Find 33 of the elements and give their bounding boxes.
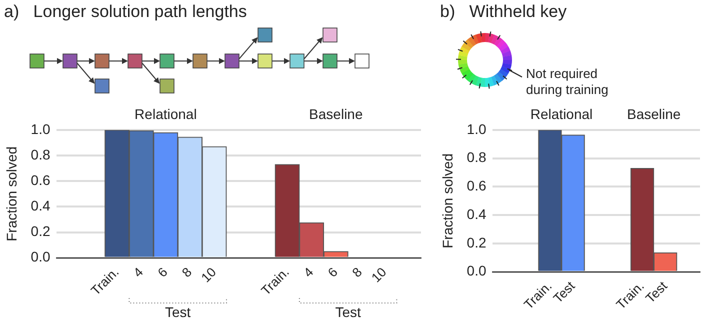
x-tick-label: 4	[130, 264, 146, 280]
y-tick-label: 0.6	[30, 172, 50, 188]
text: Baseline	[309, 106, 363, 122]
y-tick-label: 0.0	[30, 248, 50, 265]
chart-title: b) Withheld key	[440, 2, 567, 22]
y-tick-label: 0.0	[466, 262, 486, 279]
y-tick-label: 0.4	[466, 206, 486, 222]
y-tick-label: 0.2	[30, 223, 50, 240]
x-tick-label: Test	[642, 278, 670, 306]
x-tick-label: 10	[198, 264, 219, 286]
y-tick-label: 1.0	[466, 120, 486, 137]
y-tick-label: 0.2	[466, 234, 486, 250]
x-tick-label: 6	[324, 264, 341, 280]
y-tick-label: 1.0	[30, 120, 50, 137]
text: Relational	[530, 106, 593, 122]
text: Not required during training	[526, 66, 610, 98]
x-tick-label: 10	[368, 264, 390, 286]
x-tick-label: 8	[178, 264, 195, 280]
y-tick-label: 0.4	[30, 198, 50, 214]
x-tick-label: 8	[349, 264, 365, 280]
x-tick-label: Train.	[258, 264, 292, 298]
y-tick-label: 0.6	[466, 178, 486, 194]
text: Relational	[134, 106, 197, 122]
x-tick-label: Test	[550, 278, 578, 306]
x-tick-label: 4	[300, 264, 316, 280]
x-tick-label: Train.	[88, 264, 122, 298]
y-tick-label: 0.8	[30, 146, 50, 162]
x-tick-label: 6	[154, 264, 170, 280]
chart-title: a) Longer solution path lengths	[4, 2, 247, 22]
y-axis-title: Fraction solved	[3, 146, 20, 242]
text: Baseline	[626, 106, 681, 122]
y-tick-label: 0.8	[466, 149, 486, 166]
y-axis-title: Fraction solved	[439, 153, 456, 248]
